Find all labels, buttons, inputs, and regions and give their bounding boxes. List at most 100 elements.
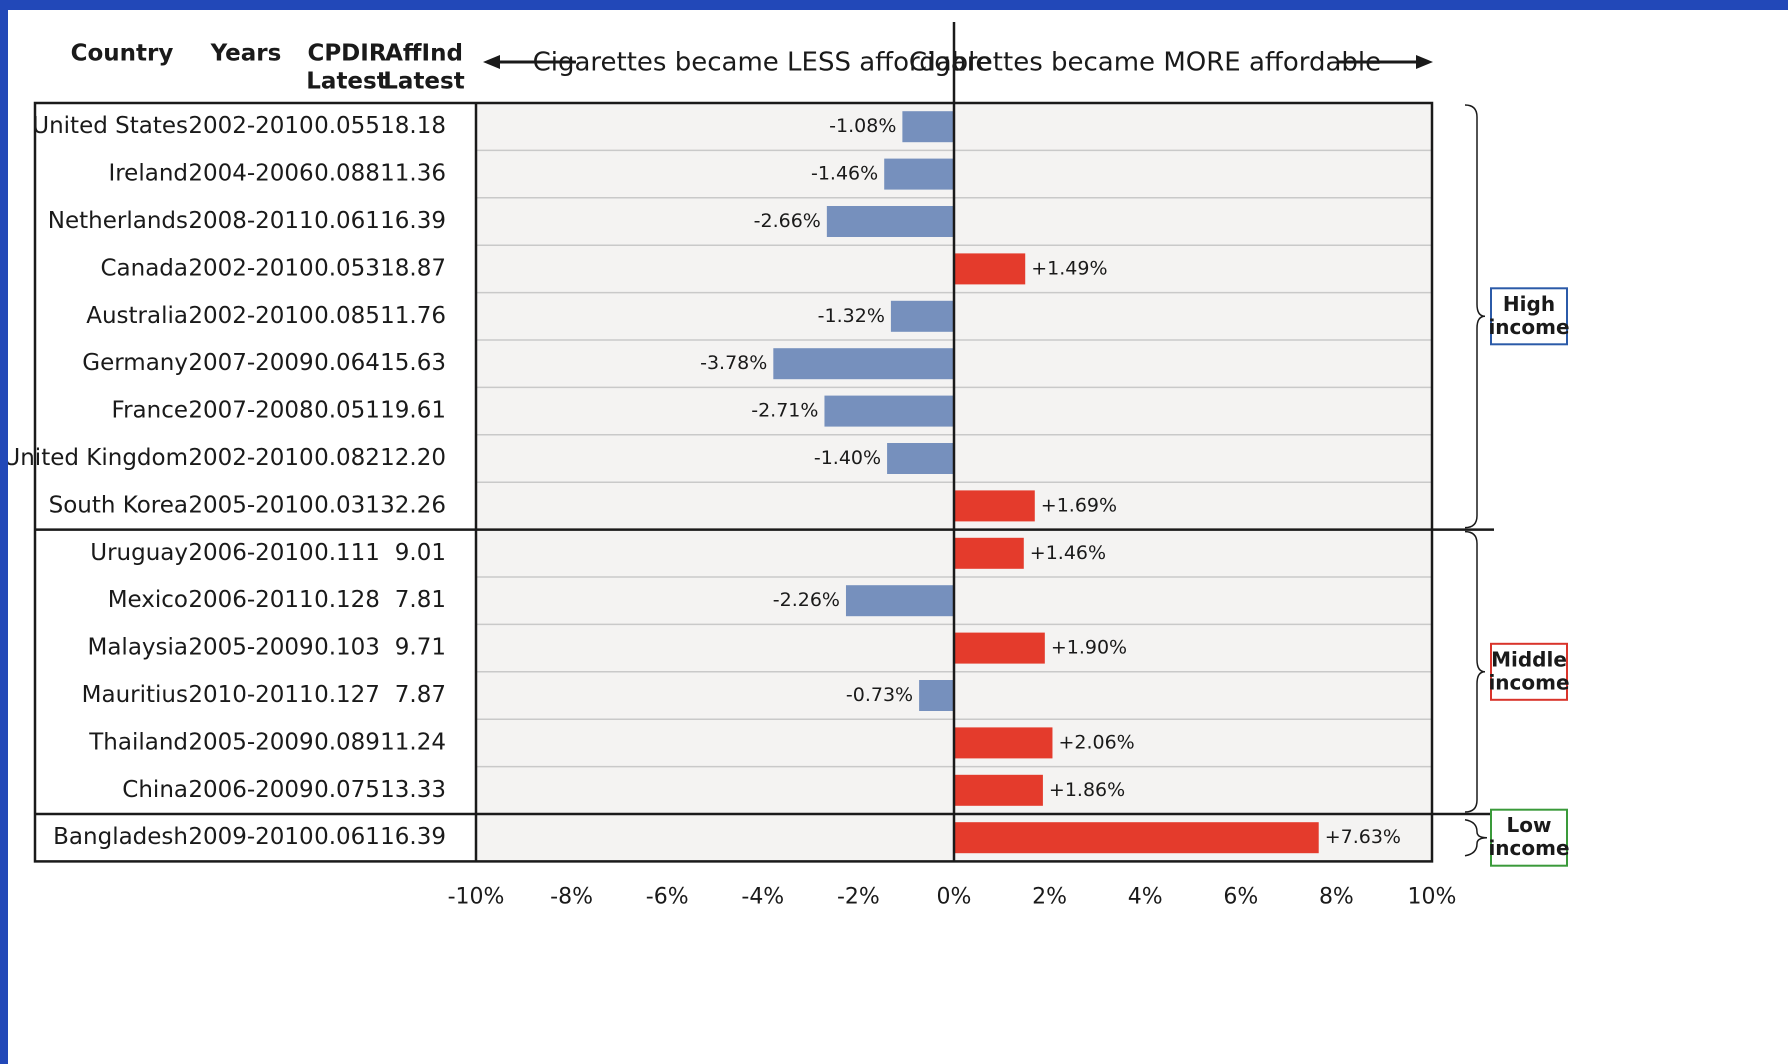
cell-years: 2002-2010 bbox=[188, 445, 313, 471]
cell-years: 2004-2006 bbox=[188, 161, 313, 187]
cell-cpdir: 0.085 bbox=[314, 303, 380, 329]
direction-banners: Cigarettes became LESS affordable Cigare… bbox=[483, 48, 1433, 78]
bar-value-label: +1.46% bbox=[1030, 542, 1106, 564]
bar-value-label: -1.40% bbox=[814, 447, 881, 469]
cell-country: Ireland bbox=[108, 161, 188, 187]
bar-value-label: -3.78% bbox=[700, 352, 767, 374]
group-brace bbox=[1464, 530, 1486, 813]
bar-value-label: -1.32% bbox=[818, 305, 885, 327]
cell-years: 2005-2009 bbox=[188, 635, 313, 661]
group-label-line2: income bbox=[1488, 315, 1569, 339]
cell-affind: 13.33 bbox=[380, 777, 446, 803]
cell-affind: 7.87 bbox=[395, 682, 446, 708]
header-affind: AffInd bbox=[385, 41, 463, 67]
x-tick-label: 2% bbox=[1032, 884, 1067, 909]
cell-cpdir: 0.103 bbox=[314, 635, 380, 661]
bar bbox=[890, 300, 954, 332]
bar-value-label: -2.66% bbox=[754, 210, 821, 232]
cell-years: 2002-2010 bbox=[188, 113, 313, 139]
x-axis: -10% -8% -6% -4% -2% 0% 2% 4% 6% 8% 10% bbox=[448, 884, 1457, 909]
bar-value-label: +1.86% bbox=[1049, 779, 1125, 801]
cell-cpdir: 0.061 bbox=[314, 824, 380, 850]
cell-country: Canada bbox=[100, 255, 188, 281]
cell-cpdir: 0.053 bbox=[314, 255, 380, 281]
bar bbox=[954, 632, 1045, 664]
bar-value-label: +7.63% bbox=[1325, 826, 1401, 848]
cell-country: Australia bbox=[86, 303, 188, 329]
bar bbox=[887, 443, 954, 474]
cell-country: United Kingdom bbox=[8, 445, 188, 471]
group-label-line2: income bbox=[1488, 836, 1569, 860]
header-cpdir: CPDIR bbox=[307, 41, 386, 67]
header-years: Years bbox=[210, 41, 282, 67]
bar-value-label: -2.71% bbox=[751, 400, 818, 422]
bar bbox=[845, 585, 954, 617]
cell-years: 2009-2010 bbox=[188, 824, 313, 850]
x-tick-label: -8% bbox=[550, 884, 593, 909]
slide: -1.08% -1.46% -2.66% +1.49% -1.32% -3.78% -2.7… bbox=[8, 10, 1788, 1064]
bar-value-label: -1.08% bbox=[829, 115, 896, 137]
cell-cpdir: 0.128 bbox=[314, 587, 380, 613]
x-tick-label: 6% bbox=[1223, 884, 1258, 909]
cell-affind: 11.36 bbox=[380, 161, 446, 187]
cell-affind: 9.71 bbox=[395, 635, 446, 661]
left-arrow-icon bbox=[483, 55, 500, 69]
cell-cpdir: 0.089 bbox=[314, 729, 380, 755]
bar bbox=[954, 490, 1035, 522]
cell-years: 2006-2010 bbox=[188, 540, 313, 566]
bar bbox=[902, 111, 954, 143]
cell-country: Malaysia bbox=[87, 635, 188, 661]
cell-affind: 18.18 bbox=[380, 113, 446, 139]
cell-affind: 18.87 bbox=[380, 255, 446, 281]
cell-country: Uruguay bbox=[90, 540, 188, 566]
cell-years: 2008-2011 bbox=[188, 208, 313, 234]
cell-years: 2010-2011 bbox=[188, 682, 313, 708]
group-label-line1: Middle bbox=[1491, 647, 1567, 671]
table-frame bbox=[33, 22, 1494, 863]
cell-years: 2006-2011 bbox=[188, 587, 313, 613]
bar bbox=[954, 537, 1024, 569]
bar bbox=[954, 774, 1043, 806]
group-label-box bbox=[1490, 287, 1568, 346]
bar-value-label: -2.26% bbox=[773, 589, 840, 611]
cell-affind: 11.76 bbox=[380, 303, 446, 329]
bar bbox=[773, 348, 954, 380]
group-brace bbox=[1464, 818, 1488, 857]
group-label-line1: High bbox=[1503, 292, 1555, 316]
cell-affind: 15.63 bbox=[380, 350, 446, 376]
x-tick-label: -4% bbox=[741, 884, 784, 909]
cell-country: Bangladesh bbox=[53, 824, 188, 850]
group-label-line1: Low bbox=[1507, 813, 1552, 837]
x-tick-label: -2% bbox=[837, 884, 880, 909]
cell-affind: 32.26 bbox=[380, 492, 446, 518]
header-cpdir-latest: Latest bbox=[306, 69, 387, 95]
group-label-line2: income bbox=[1488, 670, 1569, 694]
bar bbox=[824, 395, 954, 427]
bar-value-label: -0.73% bbox=[846, 684, 913, 706]
bar bbox=[919, 680, 954, 711]
cell-country: Netherlands bbox=[48, 208, 188, 234]
x-tick-label: -10% bbox=[448, 884, 505, 909]
group-label-box bbox=[1490, 642, 1568, 701]
cell-affind: 16.39 bbox=[380, 824, 446, 850]
x-tick-label: 10% bbox=[1408, 884, 1457, 909]
bar bbox=[826, 206, 954, 237]
cell-country: Germany bbox=[82, 350, 188, 376]
bar-value-label: +1.90% bbox=[1051, 637, 1127, 659]
cell-cpdir: 0.051 bbox=[314, 398, 380, 424]
header-affind-latest: Latest bbox=[383, 69, 464, 95]
cell-years: 2005-2010 bbox=[188, 492, 313, 518]
cell-cpdir: 0.088 bbox=[314, 161, 380, 187]
banner-more-affordable: Cigarettes became MORE affordable bbox=[909, 48, 1381, 78]
cell-cpdir: 0.061 bbox=[314, 208, 380, 234]
x-tick-label: 0% bbox=[937, 884, 972, 909]
cell-cpdir: 0.082 bbox=[314, 445, 380, 471]
cell-years: 2007-2008 bbox=[188, 398, 313, 424]
group-brace bbox=[1464, 104, 1486, 529]
cell-years: 2005-2009 bbox=[188, 729, 313, 755]
bar-value-label: +2.06% bbox=[1058, 731, 1134, 753]
cell-affind: 11.24 bbox=[380, 729, 446, 755]
cell-country: China bbox=[122, 777, 188, 803]
